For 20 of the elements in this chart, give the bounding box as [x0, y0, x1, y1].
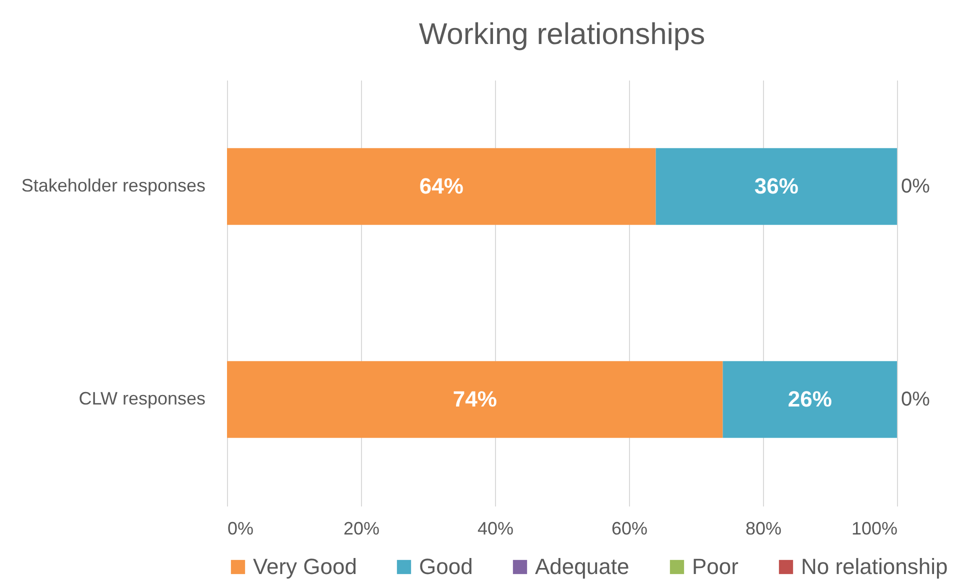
- data-label: 74%: [452, 386, 497, 412]
- legend-label: No relationship: [801, 554, 948, 579]
- legend-label: Very Good: [253, 554, 357, 579]
- x-tick-label: 0%: [228, 518, 254, 538]
- x-tick-label: 80%: [745, 518, 782, 538]
- x-tick-label: 40%: [477, 518, 514, 538]
- y-tick-label: CLW responses: [78, 388, 206, 408]
- data-label: 0%: [901, 388, 930, 410]
- legend-label: Poor: [692, 554, 738, 579]
- data-label: 64%: [419, 174, 464, 198]
- legend-label: Good: [419, 554, 473, 579]
- data-label: 36%: [754, 174, 798, 198]
- data-label: 26%: [788, 386, 832, 412]
- x-tick-label: 100%: [851, 518, 898, 538]
- x-tick-label: 20%: [343, 518, 380, 538]
- legend-label: Adequate: [535, 554, 630, 579]
- x-tick-label: 60%: [611, 518, 648, 538]
- y-tick-label: Stakeholder responses: [21, 176, 206, 196]
- data-label: 0%: [901, 176, 930, 198]
- chart-title: Working relationships: [418, 18, 706, 51]
